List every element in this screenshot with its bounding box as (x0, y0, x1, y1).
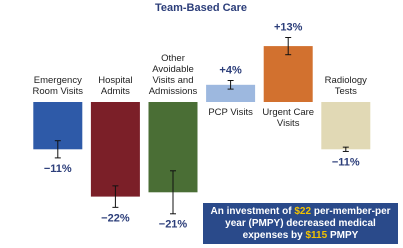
text: An investment of (210, 205, 295, 217)
value-label: −22% (101, 212, 130, 224)
bar (263, 46, 313, 102)
category-label: Other Avoidable Visits and Admissions (148, 53, 198, 97)
highlight: $115 (305, 229, 328, 241)
value-label: −11% (44, 163, 72, 175)
category-label: Radiology Tests (324, 75, 367, 97)
value-label: +4% (219, 64, 242, 76)
text: PMPY (327, 229, 359, 241)
category-label: Emergency Room Visits (32, 75, 84, 97)
bar (321, 102, 371, 150)
text: per-member-per year (PMPY) decreased med… (225, 205, 391, 241)
value-label: −21% (159, 219, 188, 231)
annotation: An investment of $22 per-member-per year… (203, 203, 398, 244)
category-label: Hospital Admits (98, 75, 133, 97)
category-label: Urgent Care Visits (262, 107, 315, 129)
bar (206, 84, 256, 102)
highlight: $22 (294, 205, 312, 217)
category-label: PCP Visits (208, 107, 253, 118)
bar (90, 102, 140, 197)
annotation-text: An investment of $22 per-member-per year… (207, 206, 394, 242)
value-label: −11% (332, 156, 360, 168)
value-label: +13% (274, 21, 303, 33)
chart-title: Team-Based Care (155, 2, 247, 14)
